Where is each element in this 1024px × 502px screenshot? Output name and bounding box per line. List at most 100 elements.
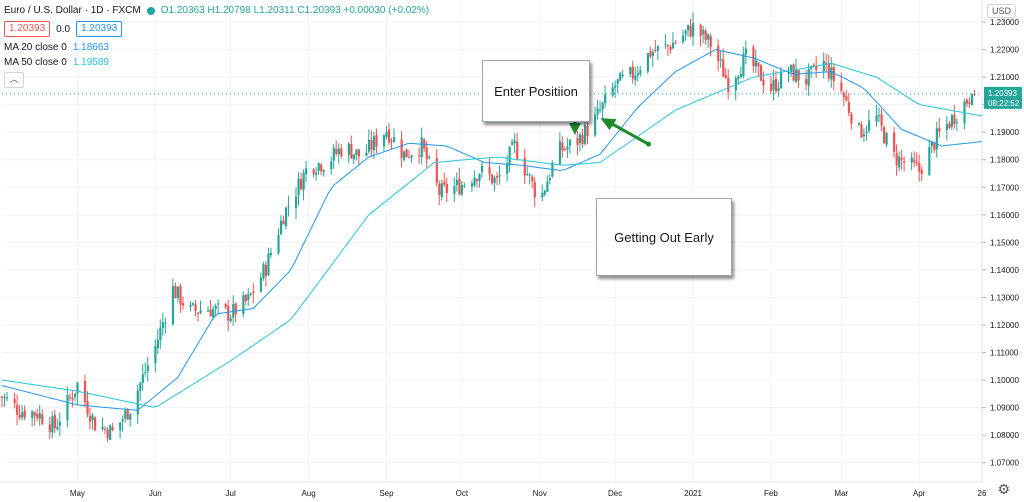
candle-body — [754, 60, 758, 67]
candle-body — [3, 396, 6, 399]
candle-body — [832, 67, 835, 81]
candle-body — [674, 42, 677, 44]
candle-body — [355, 149, 358, 155]
moving-averages — [1, 49, 983, 411]
candle-body — [229, 318, 232, 322]
market-status-dot — [146, 6, 155, 15]
candle-body — [315, 172, 318, 175]
y-tick-label: 1.12000 — [990, 321, 1019, 330]
candle-body — [581, 134, 584, 145]
candle-body — [320, 164, 323, 172]
x-tick-label: May — [70, 489, 85, 498]
price-tag-price: 1.20393 — [988, 89, 1017, 98]
candle-body — [111, 427, 114, 431]
candle-body — [330, 161, 333, 170]
candle-body — [217, 303, 220, 305]
candle-body — [945, 124, 949, 130]
candle-body — [893, 132, 896, 152]
candle-body — [179, 285, 182, 305]
candle-body — [812, 64, 815, 66]
candle-body — [21, 412, 24, 418]
candle-body — [566, 146, 569, 150]
candle-body — [372, 136, 376, 151]
candle-body — [516, 141, 519, 160]
candle-body — [576, 138, 579, 145]
candle-body — [970, 93, 974, 105]
candle-body — [124, 410, 127, 419]
candle-body — [857, 123, 861, 125]
y-tick-label: 1.21000 — [990, 73, 1019, 82]
ma50-legend[interactable]: MA 50 close 0 1.19589 — [4, 57, 109, 68]
candle-body — [247, 293, 250, 301]
y-tick-label: 1.11000 — [990, 349, 1019, 358]
currency-button[interactable]: USD — [986, 4, 1016, 18]
chevron-up-icon[interactable]: ︿ — [4, 72, 24, 88]
candle-body — [744, 48, 747, 55]
candle-body — [769, 83, 773, 92]
candle-body — [739, 74, 742, 78]
candle-body — [692, 22, 695, 37]
candle-body — [181, 303, 185, 306]
candle-body — [727, 77, 730, 93]
candle-body — [762, 79, 765, 86]
candle-body — [722, 59, 725, 77]
candle-body — [156, 339, 159, 348]
candle-body — [161, 322, 165, 328]
candle-body — [596, 108, 599, 115]
exit-arrow-shaft — [611, 122, 650, 146]
close-value: C1.20393 — [297, 5, 341, 16]
candle-body — [913, 159, 916, 163]
candle-body — [31, 411, 34, 419]
bid-box[interactable]: 1.20393 — [4, 21, 51, 37]
candle-body — [948, 123, 951, 128]
candle-body — [23, 410, 26, 418]
y-tick-label: 1.16000 — [990, 211, 1019, 220]
candle-body — [895, 153, 898, 166]
candle-body — [558, 141, 562, 165]
candle-body — [38, 413, 41, 419]
ma20-legend[interactable]: MA 20 close 0 1.18663 — [4, 42, 109, 53]
candle-body — [199, 310, 202, 314]
candle-body — [898, 156, 901, 168]
candle-body — [687, 25, 690, 31]
candle-body — [523, 157, 526, 176]
candle-body — [244, 294, 247, 302]
getting-out-early-label: Getting Out Early — [596, 198, 732, 276]
symbol-title[interactable]: Euro / U.S. Dollar · 1D · FXCM — [4, 5, 141, 16]
low-value: L1.20311 — [253, 5, 295, 16]
candle-body — [284, 207, 288, 227]
candle-body — [350, 143, 353, 159]
ask-box[interactable]: 1.20393 — [76, 21, 123, 37]
candle-body — [164, 322, 167, 324]
candle-body — [83, 381, 87, 403]
candle-body — [473, 177, 476, 186]
candle-body — [752, 47, 755, 67]
candle-body — [616, 79, 619, 84]
candle-body — [458, 178, 461, 195]
candle-body — [73, 393, 77, 398]
x-tick-label: Apr — [913, 489, 926, 498]
x-tick-label: Dec — [608, 489, 622, 498]
candle-body — [862, 134, 866, 137]
x-tick-label: Sep — [379, 489, 394, 498]
candle-body — [915, 162, 918, 164]
ma50-line — [1, 62, 983, 408]
candle-body — [68, 396, 72, 398]
candle-body — [129, 413, 132, 421]
candle-body — [707, 34, 710, 40]
candle-body — [0, 396, 1, 398]
candle-body — [136, 390, 139, 415]
candle-body — [410, 155, 413, 158]
ohlc-values: O1.20363 H1.20798 L1.20311 C1.20393 +0.0… — [161, 4, 429, 17]
candle-body — [212, 308, 215, 318]
candle-body — [805, 79, 808, 85]
candle-body — [704, 30, 707, 41]
candle-body — [104, 428, 107, 430]
candle-body — [830, 67, 833, 80]
candle-body — [883, 127, 886, 144]
candle-body — [189, 304, 192, 307]
gear-icon[interactable]: ⚙ — [997, 481, 1010, 497]
candle-body — [654, 50, 657, 52]
